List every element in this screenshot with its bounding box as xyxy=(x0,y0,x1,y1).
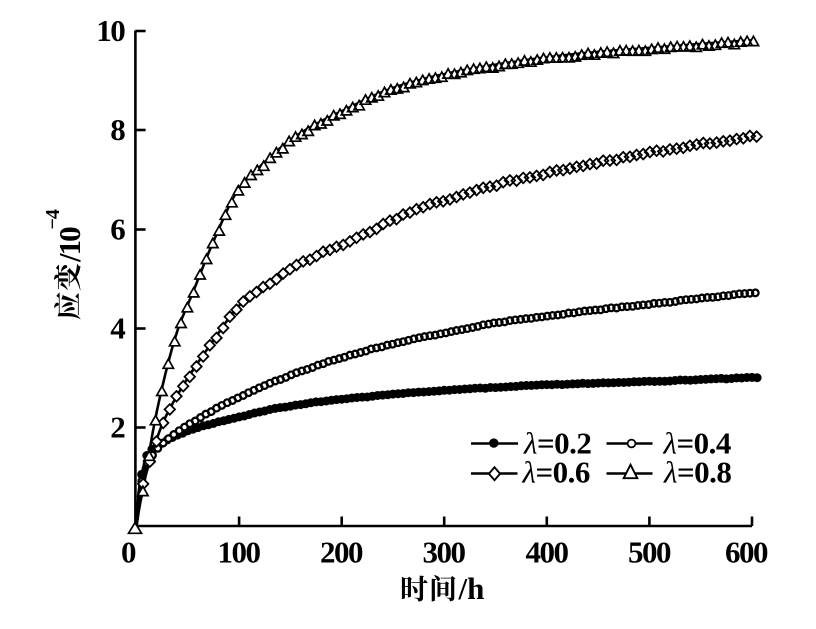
svg-text:500: 500 xyxy=(628,535,671,570)
svg-text:4: 4 xyxy=(110,311,125,346)
svg-text:10: 10 xyxy=(96,13,125,48)
svg-text:2: 2 xyxy=(110,410,125,445)
svg-text:λ=0.6: λ=0.6 xyxy=(522,455,590,490)
svg-text:−4: −4 xyxy=(42,209,64,229)
svg-text:λ=0.8: λ=0.8 xyxy=(663,455,731,490)
svg-text:λ=0.2: λ=0.2 xyxy=(523,426,591,461)
svg-text:/h: /h xyxy=(458,571,485,606)
svg-text:300: 300 xyxy=(423,535,466,570)
svg-text:8: 8 xyxy=(110,112,125,147)
svg-text:6: 6 xyxy=(110,212,125,247)
svg-text:200: 200 xyxy=(320,535,363,570)
svg-text:0: 0 xyxy=(121,535,136,570)
svg-text:100: 100 xyxy=(218,535,261,570)
svg-text:400: 400 xyxy=(526,535,569,570)
svg-text:600: 600 xyxy=(725,535,768,570)
svg-text:λ=0.4: λ=0.4 xyxy=(663,426,731,461)
svg-text:/10: /10 xyxy=(52,227,87,263)
